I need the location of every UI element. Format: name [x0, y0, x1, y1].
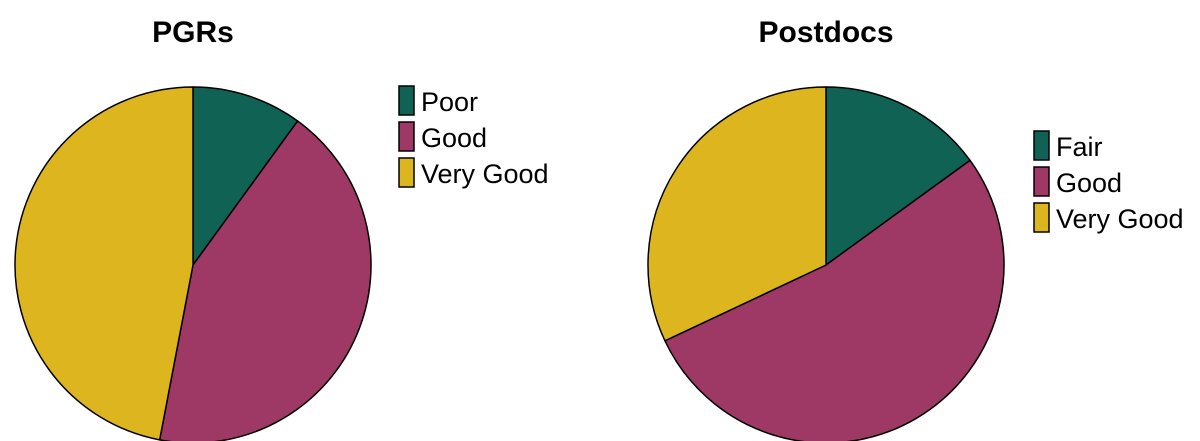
- legend-postdocs: Fair Good Very Good: [1033, 130, 1184, 234]
- pie-slice-postdocs-0: [825, 86, 971, 266]
- pie-chart-pgrs: PGRs Poor Good Very Good: [14, 16, 549, 441]
- legend-label-pgrs-1: Good: [421, 123, 487, 153]
- legend-label-postdocs-2: Very Good: [1056, 204, 1184, 234]
- legend-label-postdocs-1: Good: [1056, 168, 1122, 198]
- legend-swatch-postdocs-1: [1033, 166, 1050, 197]
- legend-pgrs: Poor Good Very Good: [398, 85, 549, 189]
- pie-slices-pgrs: [14, 86, 372, 441]
- legend-swatch-pgrs-1: [398, 121, 415, 152]
- pie-slice-pgrs-0: [192, 86, 299, 266]
- legend-label-pgrs-2: Very Good: [421, 159, 549, 189]
- chart-title-postdocs: Postdocs: [758, 16, 893, 49]
- legend-swatch-pgrs-0: [398, 85, 415, 116]
- legend-swatch-pgrs-2: [398, 157, 415, 188]
- legend-swatch-postdocs-0: [1033, 130, 1050, 161]
- legend-label-postdocs-0: Fair: [1056, 132, 1103, 162]
- pie-slice-pgrs-2: [14, 86, 194, 441]
- pie-chart-postdocs: Postdocs Fair Good Very Good: [647, 16, 1184, 441]
- legend-label-pgrs-0: Poor: [421, 87, 478, 117]
- chart-title-pgrs: PGRs: [152, 16, 234, 49]
- pie-slice-pgrs-1: [158, 120, 372, 441]
- pie-slices-postdocs: [647, 86, 1005, 441]
- pie-slice-postdocs-2: [647, 86, 827, 342]
- legend-swatch-postdocs-2: [1033, 202, 1050, 233]
- pie-slice-postdocs-1: [664, 159, 1005, 441]
